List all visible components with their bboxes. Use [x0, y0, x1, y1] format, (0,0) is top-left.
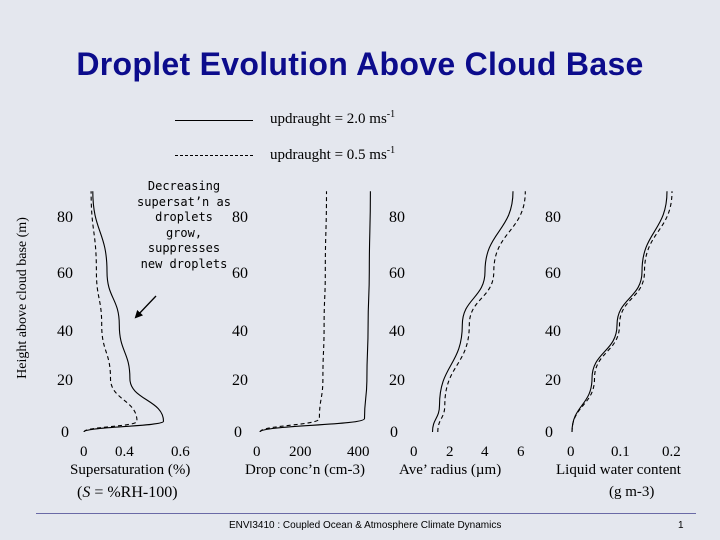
legend-dashed-exponent: -1	[386, 145, 396, 156]
p1-ytick-80: 80	[57, 209, 73, 226]
p1-x-axis-note: (S = %RH-100)	[77, 484, 178, 501]
p1-xtick-0-6: 0.6	[171, 444, 190, 460]
p2-xtick-0: 0	[253, 444, 261, 460]
p3-ytick-80: 80	[389, 209, 405, 226]
p3-ytick-20: 20	[389, 372, 405, 389]
annotation-text: Decreasing supersat’n as droplets grow, …	[137, 179, 231, 271]
p1-ytick-40: 40	[57, 323, 73, 340]
footer-divider	[36, 513, 696, 514]
p2-ytick-80: 80	[232, 209, 248, 226]
p4-x-axis-label: Liquid water content	[556, 462, 681, 478]
legend-dashed-line	[175, 155, 253, 156]
panel-4-dashed-curve	[571, 191, 673, 433]
p2-ytick-0: 0	[234, 424, 242, 441]
panel-3-solid-curve	[431, 191, 514, 433]
p3-ytick-60: 60	[389, 265, 405, 282]
p2-ytick-40: 40	[232, 323, 248, 340]
p4-ytick-40: 40	[545, 323, 561, 340]
legend-solid-exponent: -1	[386, 109, 396, 120]
p4-ytick-20: 20	[545, 372, 561, 389]
p3-xtick-4: 4	[481, 444, 489, 460]
p3-x-axis-label: Ave’ radius (µm)	[399, 462, 502, 478]
p4-xtick-0-1: 0.1	[611, 444, 630, 460]
p1-ytick-60: 60	[57, 265, 73, 282]
legend-solid-text: updraught = 2.0 ms	[270, 111, 387, 127]
p2-xtick-400: 400	[347, 444, 370, 460]
p4-ytick-60: 60	[545, 265, 561, 282]
panel-1-dashed-curve	[83, 191, 138, 433]
p4-ytick-0: 0	[545, 424, 553, 441]
p4-ytick-80: 80	[545, 209, 561, 226]
p4-x-axis-unit: (g m-3)	[609, 484, 655, 500]
p1-x-axis-label: Supersaturation (%)	[70, 462, 191, 478]
panel-2-solid-curve	[259, 191, 371, 433]
p4-xtick-0-2: 0.2	[662, 444, 681, 460]
slide-title: Droplet Evolution Above Cloud Base	[76, 46, 644, 82]
panel-1-solid-curve	[83, 191, 165, 433]
p1-xtick-0-4: 0.4	[115, 444, 134, 460]
p1-xtick-0: 0	[80, 444, 88, 460]
p2-ytick-20: 20	[232, 372, 248, 389]
curves-group	[83, 191, 673, 433]
p3-xtick-2: 2	[446, 444, 454, 460]
panel-3-dashed-curve	[437, 191, 526, 433]
p3-xtick-6: 6	[517, 444, 525, 460]
page-number: 1	[678, 520, 684, 531]
annotation-arrow	[134, 295, 157, 319]
p2-xtick-200: 200	[289, 444, 312, 460]
legend-solid-line	[175, 120, 253, 121]
p1-ytick-0: 0	[61, 424, 69, 441]
p3-ytick-40: 40	[389, 323, 405, 340]
legend-dashed-text: updraught = 0.5 ms	[270, 147, 387, 163]
p2-x-axis-label: Drop conc’n (cm-3)	[245, 462, 365, 478]
footer-text: ENVI3410 : Coupled Ocean & Atmosphere Cl…	[229, 520, 502, 531]
legend-dashed-label: updraught = 0.5 ms-1	[270, 145, 395, 164]
p2-ytick-60: 60	[232, 265, 248, 282]
panel-2-dashed-curve	[259, 191, 328, 433]
p4-xtick-0: 0	[567, 444, 575, 460]
p1-ytick-20: 20	[57, 372, 73, 389]
p3-xtick-0: 0	[410, 444, 418, 460]
legend-solid-label: updraught = 2.0 ms-1	[270, 109, 395, 128]
panel-4-solid-curve	[571, 191, 668, 433]
p3-ytick-0: 0	[390, 424, 398, 441]
